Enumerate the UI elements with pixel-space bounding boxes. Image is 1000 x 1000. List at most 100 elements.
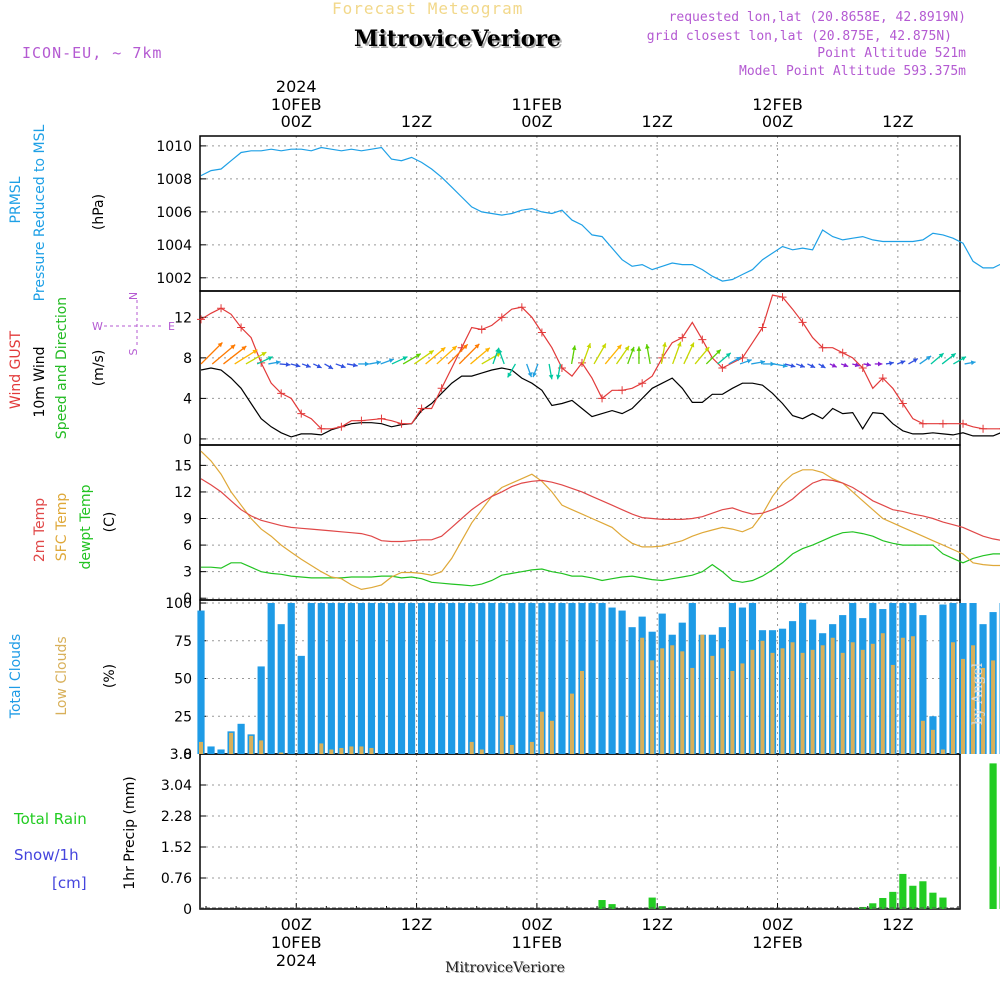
wind-gust-marker [397,419,406,428]
closest-coords: grid closest lon,lat (20.875E, 42.875N) [646,29,952,44]
compass-cross-icon [104,300,162,346]
wind-direction-arrowhead [340,363,346,369]
pressure-series [200,146,1000,282]
wind-gust-marker [317,424,326,433]
wind-direction-arrowhead [252,349,258,355]
pressure-line [200,146,1000,282]
low-cloud-bar [961,658,966,754]
rain-bar [899,873,907,909]
wind-gust-marker [858,364,867,372]
wind-direction-arrowhead [820,363,826,368]
wind-direction-arrowhead [970,360,976,366]
bottom-date-label: 11FEB [512,933,563,952]
compass-north: N [127,292,140,300]
wind-direction-arrowhead [636,346,642,351]
wind-direction-arrowhead [630,346,635,352]
total-cloud-bar [919,615,927,754]
low-cloud-bar [469,741,474,754]
total-cloud-bar [558,603,566,754]
low-cloud-bar [349,746,354,754]
wind-direction-arrowhead [843,362,849,368]
wind-gust-line [200,294,1000,430]
dewpoint-label: dewpt Temp [78,484,94,569]
wind-gust-marker [537,328,546,337]
wind-gust-marker [217,304,226,313]
total-cloud-bar [347,603,355,754]
precip-frame [199,753,961,910]
total-cloud-bar [397,603,406,754]
snow-label: Snow/1h [14,846,79,864]
low-cloud-bar [820,645,825,754]
low-cloud-bar [339,747,344,754]
wind-direction-arrowhead [746,358,752,364]
wind-direction-arrowhead [704,347,710,352]
low-cloud-bar [800,652,805,754]
wind-gust-marker [938,419,947,428]
temperature-ytick-label: 3 [183,565,192,581]
low-cloud-bar [249,735,254,754]
low-cloud-bar [329,749,334,754]
low-cloud-bar [660,648,665,754]
low-cloud-bar [199,741,204,754]
rain-bar [889,891,897,909]
page-title: MitroviceVeriore [354,26,561,52]
wind-gust-marker [778,293,787,302]
wind-gust-marker [718,364,727,372]
wind-direction-arrowhead [261,352,267,357]
low-cloud-bar [880,633,885,754]
low-cloud-bar [790,642,795,754]
wind-direction-arrowhead [364,361,370,367]
total-cloud-bar [307,603,315,754]
temperature-panel: 0 3 6 9 12 15 [174,444,961,607]
wind-direction-arrow [234,349,258,365]
wind-gust-marker [898,399,907,408]
total-cloud-bar [588,603,596,754]
clouds-ytick-label: 75 [174,634,192,650]
wind-direction-arrowhead [854,362,860,368]
wind-direction-arrowhead [689,342,695,348]
low-cloud-bar [690,667,695,754]
wind-direction-arrowhead [831,363,837,368]
wind-gust-marker [578,358,587,367]
total-cloud-bar [608,607,616,754]
temperature-ytick-label: 15 [174,458,192,474]
low-cloud-bar [539,711,544,754]
dewpoint-line [201,531,1000,587]
wind-direction-arrowhead [388,358,394,363]
wind-gust-label: Wind GUST [8,330,24,409]
total-cloud-bar [939,604,947,754]
wind-direction-arrowhead [527,372,533,378]
low-cloud-bar [730,670,735,754]
precip-ytick-label: 3.8 [170,747,192,763]
wind-direction-arrow [458,343,480,365]
total-cloud-bar [257,666,265,754]
temperature-ytick-label: 6 [183,538,192,554]
wind-direction-arrowhead [961,356,967,361]
temperature-ytick-label: 0 [183,591,192,607]
wind-direction-arrowhead [352,362,358,368]
compass-south: S [127,348,140,355]
wind-gust-marker [678,333,687,342]
temperature-frame [199,444,961,601]
low-cloud-bar [279,752,284,754]
total-cloud-bar [237,723,245,754]
pressure-ytick-label: 1006 [156,205,192,221]
low-cloud-bar [499,716,504,754]
wind-gust-marker [477,325,486,334]
rain-bar [939,897,947,909]
wind-direction-arrow [200,342,223,365]
wind-direction-arrowhead [810,363,816,368]
rain-bar [598,900,606,909]
wind-direction-arrowhead [428,350,434,355]
wind-panel: 0 4 8 12 [174,290,961,448]
low-cloud-bar [991,660,996,754]
wind-direction-label: Speed and Direction [54,297,70,439]
rain-label: Total Rain [13,810,87,828]
wind-gust-marker [237,323,246,332]
clouds-ytick-label: 25 [174,709,192,725]
wind-direction-arrow [436,345,458,365]
wind-gust-marker [598,394,607,403]
wind-direction-arrowhead [217,342,223,348]
wind-gust-marker [497,313,506,322]
total-cloud-bar [357,603,366,754]
